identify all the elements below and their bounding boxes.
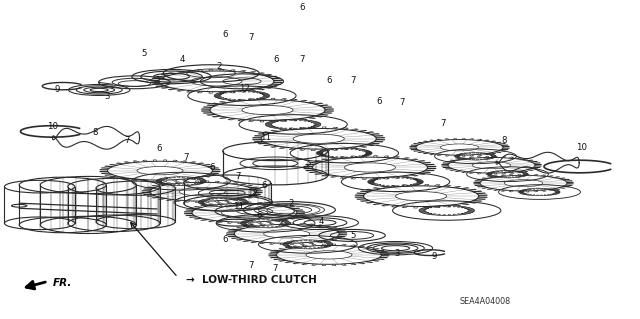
Text: 3: 3 <box>105 92 110 101</box>
Text: 11: 11 <box>232 202 244 211</box>
Text: 6: 6 <box>261 181 266 189</box>
Text: 7: 7 <box>248 261 253 270</box>
Text: 7: 7 <box>183 153 188 162</box>
Text: 6: 6 <box>223 235 228 244</box>
Text: 7: 7 <box>236 172 241 181</box>
Text: 6: 6 <box>274 55 279 63</box>
Text: 8: 8 <box>92 128 97 137</box>
Text: 3: 3 <box>394 249 399 258</box>
Text: 6: 6 <box>376 97 381 106</box>
Text: 6: 6 <box>300 3 305 11</box>
Text: 6: 6 <box>210 163 215 172</box>
Text: 6: 6 <box>257 211 262 220</box>
Text: 6: 6 <box>327 76 332 85</box>
Text: 10: 10 <box>47 122 58 131</box>
Text: →  LOW-THIRD CLUTCH: → LOW-THIRD CLUTCH <box>186 275 316 285</box>
Text: 7: 7 <box>399 98 404 107</box>
Text: 11: 11 <box>260 133 271 142</box>
Text: 7: 7 <box>440 119 445 128</box>
Text: 7: 7 <box>248 33 253 42</box>
Text: 4: 4 <box>319 217 324 226</box>
Text: 7: 7 <box>351 76 356 85</box>
Text: 6: 6 <box>156 144 161 153</box>
Text: 10: 10 <box>575 143 587 152</box>
Text: 2: 2 <box>289 199 294 208</box>
Text: 7: 7 <box>273 264 278 273</box>
Text: SEA4A04008: SEA4A04008 <box>460 297 511 306</box>
Text: 2: 2 <box>216 63 221 71</box>
Text: 5: 5 <box>351 231 356 240</box>
Text: 9: 9 <box>55 85 60 94</box>
Text: 9: 9 <box>431 252 436 261</box>
Text: FR.: FR. <box>52 278 72 288</box>
Text: 8: 8 <box>502 136 507 145</box>
Text: 5: 5 <box>141 49 147 58</box>
Text: 6: 6 <box>223 30 228 39</box>
Text: 7: 7 <box>124 136 129 145</box>
Text: 7: 7 <box>300 55 305 63</box>
Text: 4: 4 <box>180 56 185 64</box>
Text: 12: 12 <box>239 84 250 93</box>
Text: 12: 12 <box>247 189 259 198</box>
